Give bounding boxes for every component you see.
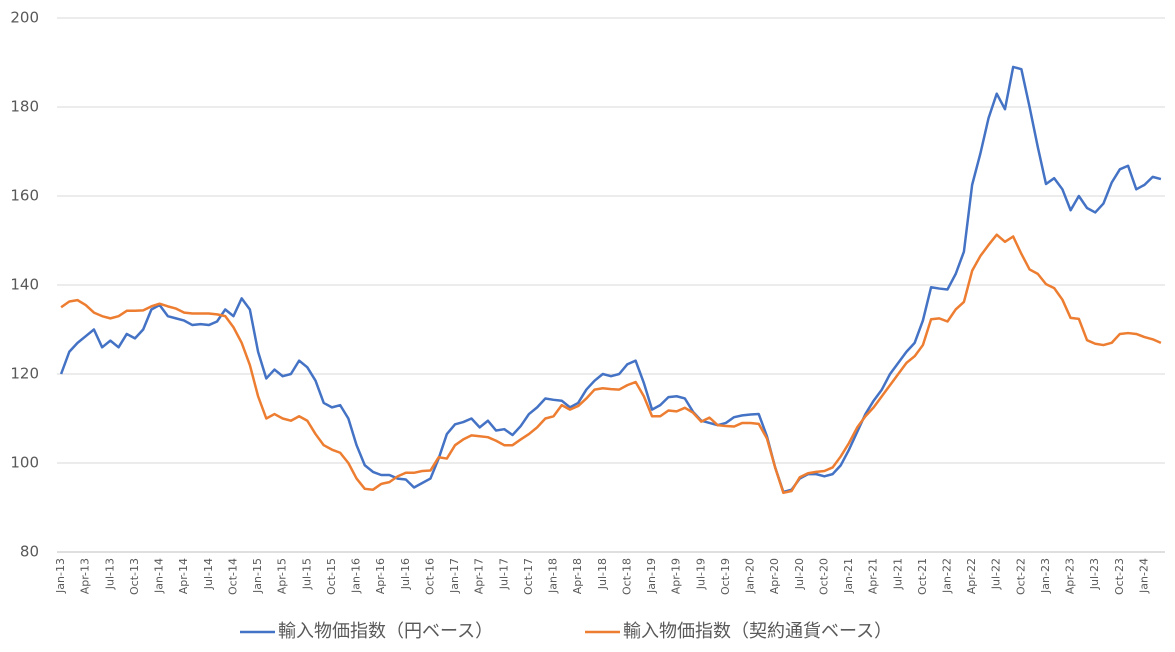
y-tick-label: 120 bbox=[10, 365, 39, 383]
x-tick-label: Jan-22 bbox=[941, 558, 954, 594]
series-line bbox=[60, 233, 1162, 495]
series-line bbox=[59, 65, 1162, 494]
x-tick-label: Oct-23 bbox=[1113, 558, 1126, 595]
x-tick-label: Jul-21 bbox=[891, 558, 904, 590]
x-tick-label: Oct-22 bbox=[1014, 558, 1027, 595]
x-tick-label: Apr-16 bbox=[374, 558, 387, 594]
x-tick-label: Jul-17 bbox=[497, 558, 510, 590]
x-tick-label: Apr-19 bbox=[670, 558, 683, 594]
x-tick-label: Oct-17 bbox=[522, 558, 535, 595]
legend-label: 輸入物価指数（円ベース） bbox=[278, 621, 493, 642]
x-tick-label: Oct-20 bbox=[817, 558, 830, 595]
x-tick-label: Jul-20 bbox=[793, 558, 806, 590]
x-tick-label: Jan-23 bbox=[1039, 558, 1052, 594]
x-tick-label: Oct-15 bbox=[325, 558, 338, 595]
x-tick-label: Jul-18 bbox=[596, 558, 609, 590]
y-tick-label: 80 bbox=[20, 543, 39, 561]
x-tick-label: Apr-21 bbox=[867, 558, 880, 594]
x-tick-label: Apr-18 bbox=[571, 558, 584, 594]
x-tick-label: Apr-14 bbox=[177, 558, 190, 594]
x-tick-label: Jan-14 bbox=[153, 558, 166, 594]
x-tick-label: Oct-13 bbox=[128, 558, 141, 595]
x-tick-label: Jul-23 bbox=[1088, 558, 1101, 590]
x-tick-label: Apr-15 bbox=[276, 558, 289, 594]
x-tick-label: Oct-18 bbox=[620, 558, 633, 595]
y-tick-label: 200 bbox=[10, 9, 39, 27]
x-tick-label: Jul-16 bbox=[399, 558, 412, 590]
x-tick-label: Jan-17 bbox=[448, 558, 461, 594]
x-tick-label: Apr-22 bbox=[965, 558, 978, 594]
x-tick-label: Jan-19 bbox=[645, 558, 658, 594]
x-tick-label: Jan-20 bbox=[744, 558, 757, 594]
y-tick-label: 100 bbox=[10, 454, 39, 472]
y-tick-label: 180 bbox=[10, 98, 39, 116]
y-tick-label: 160 bbox=[10, 187, 39, 205]
x-tick-label: Oct-16 bbox=[423, 558, 436, 595]
x-tick-label: Jan-18 bbox=[547, 558, 560, 594]
x-tick-label: Oct-21 bbox=[916, 558, 929, 595]
x-tick-label: Jul-15 bbox=[300, 558, 313, 590]
x-tick-label: Jan-21 bbox=[842, 558, 855, 594]
x-tick-label: Apr-13 bbox=[79, 558, 92, 594]
x-tick-label: Jan-13 bbox=[54, 558, 67, 594]
x-tick-label: Oct-14 bbox=[226, 558, 239, 595]
x-tick-label: Jan-15 bbox=[251, 558, 264, 594]
x-tick-label: Jan-16 bbox=[350, 558, 363, 594]
x-tick-label: Jul-19 bbox=[694, 558, 707, 590]
x-tick-label: Apr-17 bbox=[473, 558, 486, 594]
x-tick-label: Jul-22 bbox=[990, 558, 1003, 590]
x-tick-label: Jan-24 bbox=[1137, 558, 1150, 594]
x-tick-label: Jul-13 bbox=[103, 558, 116, 590]
x-tick-label: Apr-23 bbox=[1064, 558, 1077, 594]
legend-label: 輸入物価指数（契約通貨ベース） bbox=[623, 621, 892, 642]
x-tick-label: Oct-19 bbox=[719, 558, 732, 595]
x-tick-label: Apr-20 bbox=[768, 558, 781, 594]
y-tick-label: 140 bbox=[10, 276, 39, 294]
x-tick-label: Jul-14 bbox=[202, 558, 215, 590]
